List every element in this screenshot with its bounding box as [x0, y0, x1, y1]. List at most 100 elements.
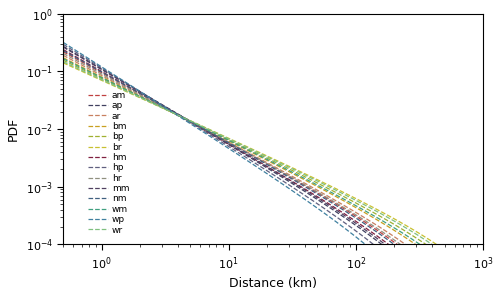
br: [60, 61, 66, 65]
br: [308, 175, 314, 178]
hm: [168, 109, 174, 113]
wp: [60, 41, 66, 44]
hp: [308, 197, 314, 201]
nm: [168, 109, 174, 112]
hr: [134, 91, 140, 95]
hp: [340, 220, 346, 224]
am: [340, 207, 346, 210]
bp: [250, 149, 256, 153]
nm: [376, 232, 382, 236]
wr: [250, 148, 256, 152]
bm: [340, 199, 346, 202]
mm: [308, 192, 314, 195]
am: [168, 109, 174, 113]
am: [134, 91, 140, 94]
Line: am: am: [63, 52, 483, 297]
am: [60, 50, 66, 53]
wm: [340, 197, 346, 201]
wm: [250, 151, 256, 154]
wp: [340, 225, 346, 229]
ap: [134, 89, 140, 92]
Line: hr: hr: [63, 53, 483, 297]
br: [480, 279, 486, 283]
br: [376, 209, 382, 212]
ap: [376, 241, 382, 244]
hm: [340, 211, 346, 215]
Line: ap: ap: [63, 46, 483, 297]
wr: [480, 284, 486, 287]
hr: [60, 52, 66, 55]
am: [308, 187, 314, 190]
ap: [250, 158, 256, 161]
hp: [250, 160, 256, 164]
Line: wm: wm: [63, 59, 483, 297]
mm: [60, 45, 66, 49]
bm: [134, 93, 140, 97]
am: [376, 230, 382, 233]
hr: [168, 110, 174, 113]
Line: mm: mm: [63, 47, 483, 297]
bp: [134, 94, 140, 97]
nm: [250, 155, 256, 158]
mm: [340, 213, 346, 217]
ap: [340, 215, 346, 219]
bm: [168, 110, 174, 113]
wp: [308, 202, 314, 205]
ar: [60, 53, 66, 57]
hp: [168, 109, 174, 113]
wr: [134, 94, 140, 98]
ar: [376, 225, 382, 229]
wm: [168, 110, 174, 113]
wm: [308, 180, 314, 183]
wm: [480, 296, 486, 297]
hp: [134, 88, 140, 92]
Line: wp: wp: [63, 42, 483, 297]
nm: [308, 188, 314, 192]
hm: [134, 90, 140, 94]
hm: [250, 157, 256, 160]
Line: bm: bm: [63, 58, 483, 297]
bp: [340, 195, 346, 198]
bm: [308, 181, 314, 185]
Line: br: br: [63, 63, 483, 281]
bm: [376, 219, 382, 223]
am: [250, 154, 256, 158]
ar: [340, 203, 346, 207]
hp: [60, 42, 66, 46]
Line: hm: hm: [63, 50, 483, 297]
bm: [60, 56, 66, 60]
wr: [340, 192, 346, 196]
Legend: am, ap, ar, bm, bp, br, hm, hp, hr, mm, nm, wm, wp, wr: am, ap, ar, bm, bp, br, hm, hp, hr, mm, …: [84, 87, 132, 238]
bp: [376, 214, 382, 217]
Line: bp: bp: [63, 60, 483, 292]
mm: [376, 238, 382, 242]
hm: [60, 48, 66, 51]
hr: [376, 228, 382, 231]
wp: [168, 110, 174, 113]
br: [168, 110, 174, 114]
wp: [134, 88, 140, 91]
hm: [308, 191, 314, 194]
wm: [134, 94, 140, 97]
ar: [308, 185, 314, 188]
ar: [250, 153, 256, 157]
Line: wr: wr: [63, 62, 483, 286]
ar: [134, 92, 140, 96]
hm: [376, 236, 382, 239]
hp: [376, 247, 382, 251]
hr: [308, 186, 314, 190]
Line: nm: nm: [63, 50, 483, 297]
bp: [168, 110, 174, 113]
br: [250, 148, 256, 151]
wp: [250, 163, 256, 166]
wr: [308, 176, 314, 179]
hr: [340, 206, 346, 209]
nm: [60, 49, 66, 52]
wm: [60, 57, 66, 61]
wm: [376, 217, 382, 221]
mm: [168, 108, 174, 112]
nm: [134, 90, 140, 94]
wr: [168, 110, 174, 114]
ap: [308, 193, 314, 197]
ar: [168, 110, 174, 114]
